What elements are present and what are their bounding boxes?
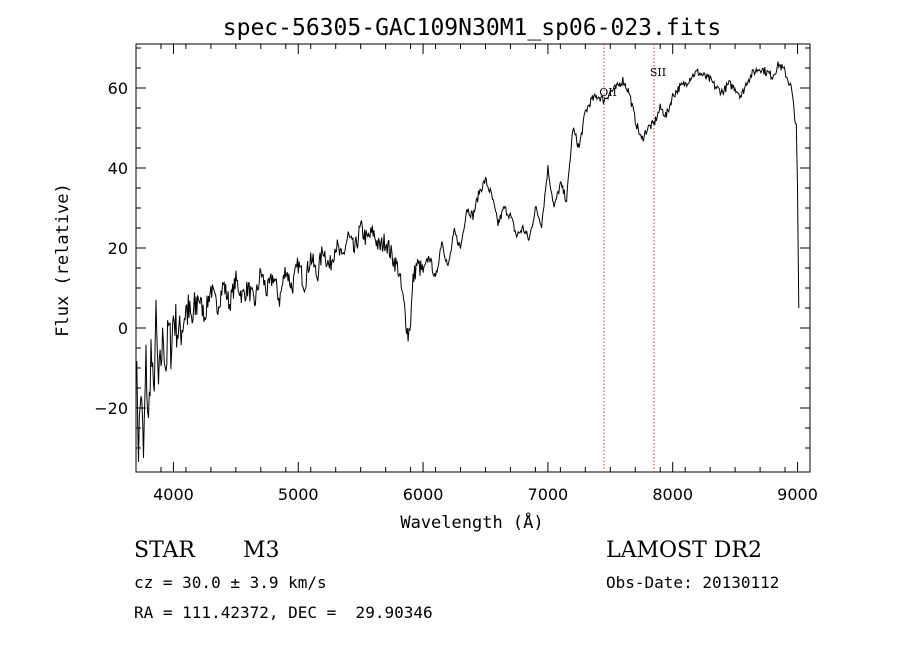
y-tick-label: 20: [108, 239, 128, 258]
y-axis-label: Flux (relative): [53, 183, 73, 337]
y-axis: −20 0 20 40 60: [94, 47, 810, 449]
subclass-label: M3: [243, 538, 280, 563]
object-type-label: STAR: [134, 538, 195, 563]
x-tick-label: 5000: [278, 485, 319, 504]
x-tick-label: 8000: [652, 485, 693, 504]
x-tick-label: 7000: [528, 485, 569, 504]
line-marker-label: SII: [650, 66, 666, 79]
plot-area: OII SII: [135, 43, 811, 473]
spectrum-line: [135, 61, 800, 462]
x-axis-label: Wavelength (Å): [400, 511, 543, 533]
x-axis: 4000 5000 6000 7000 8000 9000: [135, 44, 818, 504]
x-tick-label: 4000: [153, 485, 194, 504]
plot-frame: [135, 43, 811, 473]
survey-label: LAMOST DR2: [606, 538, 762, 563]
y-tick-label: 40: [108, 159, 128, 178]
line-marker-label: OII: [599, 86, 617, 99]
x-tick-label: 9000: [777, 485, 818, 504]
coordinates-label: RA = 111.42372, DEC = 29.90346: [134, 603, 433, 622]
x-tick-label: 6000: [403, 485, 444, 504]
y-tick-label: 0: [118, 319, 128, 338]
y-tick-label: −20: [94, 399, 128, 418]
obs-date-label: Obs-Date: 20130112: [606, 573, 780, 592]
chart-title: spec-56305-GAC109N30M1_sp06-023.fits: [223, 15, 722, 41]
redshift-label: cz = 30.0 ± 3.9 km/s: [134, 573, 327, 592]
y-tick-label: 60: [108, 79, 128, 98]
